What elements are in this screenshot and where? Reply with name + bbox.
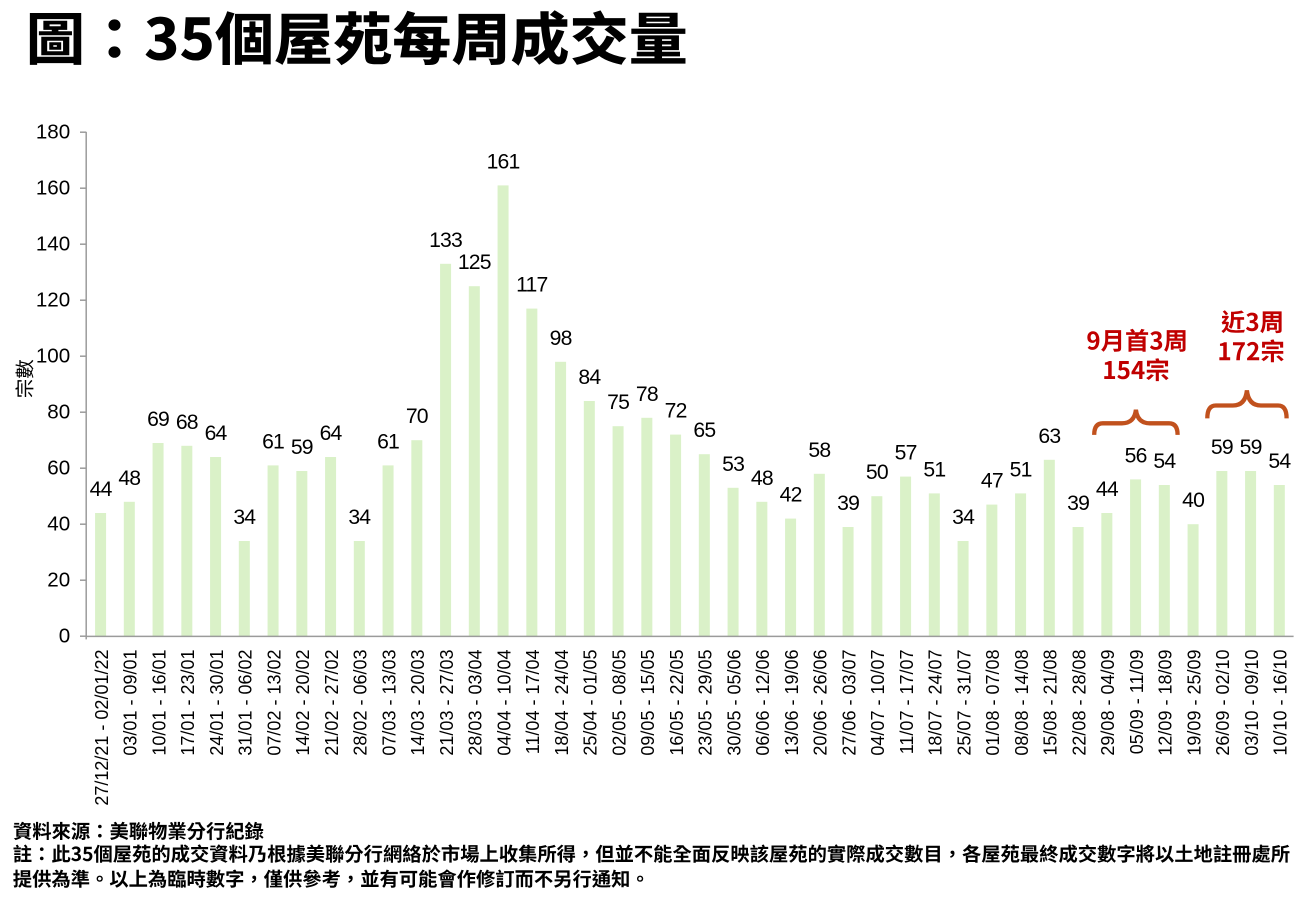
svg-text:44: 44 [90, 478, 113, 501]
svg-text:39: 39 [1067, 492, 1089, 515]
svg-text:44: 44 [1096, 478, 1119, 501]
svg-text:58: 58 [808, 439, 830, 462]
svg-text:51: 51 [1010, 458, 1032, 481]
svg-text:34: 34 [233, 506, 256, 529]
svg-text:61: 61 [377, 430, 399, 453]
svg-text:125: 125 [458, 251, 491, 274]
svg-text:59: 59 [291, 436, 313, 459]
svg-text:26/09 - 02/10: 26/09 - 02/10 [1213, 650, 1233, 756]
svg-text:84: 84 [578, 366, 601, 389]
svg-text:65: 65 [693, 419, 715, 442]
svg-text:54: 54 [1153, 450, 1176, 473]
svg-text:59: 59 [1211, 436, 1233, 459]
svg-text:27/06 - 03/07: 27/06 - 03/07 [839, 650, 859, 756]
svg-text:117: 117 [516, 274, 547, 297]
svg-text:11/04 - 17/04: 11/04 - 17/04 [523, 650, 543, 755]
svg-text:10/01 - 16/01: 10/01 - 16/01 [149, 650, 169, 756]
svg-text:47: 47 [981, 470, 1003, 493]
svg-text:53: 53 [722, 453, 744, 476]
svg-text:40: 40 [1182, 489, 1204, 512]
svg-text:0: 0 [59, 625, 70, 648]
svg-text:27/12/21 - 02/01/22: 27/12/21 - 02/01/22 [92, 650, 112, 806]
svg-text:20/06 - 26/06: 20/06 - 26/06 [811, 650, 831, 756]
svg-text:48: 48 [118, 467, 140, 490]
svg-text:64: 64 [205, 422, 228, 445]
svg-text:23/05 - 29/05: 23/05 - 29/05 [696, 650, 716, 756]
svg-text:54: 54 [1268, 450, 1291, 473]
svg-text:75: 75 [607, 391, 629, 414]
svg-text:133: 133 [429, 229, 462, 252]
svg-text:63: 63 [1038, 425, 1060, 448]
svg-text:120: 120 [36, 289, 70, 312]
svg-text:50: 50 [866, 461, 888, 484]
svg-text:21/02 - 27/02: 21/02 - 27/02 [322, 650, 342, 756]
svg-text:24/01 - 30/01: 24/01 - 30/01 [207, 650, 227, 756]
svg-text:18/07 - 24/07: 18/07 - 24/07 [926, 650, 946, 756]
svg-text:68: 68 [176, 411, 198, 434]
svg-text:19/09 - 25/09: 19/09 - 25/09 [1184, 650, 1204, 756]
svg-text:60: 60 [47, 457, 70, 480]
svg-text:17/01 - 23/01: 17/01 - 23/01 [178, 650, 198, 756]
svg-text:09/05 - 15/05: 09/05 - 15/05 [638, 650, 658, 756]
svg-text:02/05 - 08/05: 02/05 - 08/05 [609, 650, 629, 756]
svg-text:140: 140 [36, 233, 70, 256]
svg-text:72: 72 [665, 400, 687, 423]
svg-text:61: 61 [262, 430, 284, 453]
svg-text:25/07 - 31/07: 25/07 - 31/07 [954, 650, 974, 756]
svg-text:03/10 - 09/10: 03/10 - 09/10 [1242, 650, 1262, 756]
svg-text:16/05 - 22/05: 16/05 - 22/05 [667, 650, 687, 756]
svg-text:180: 180 [36, 121, 70, 144]
svg-text:04/04 - 10/04: 04/04 - 10/04 [494, 650, 514, 756]
svg-text:30/05 - 05/06: 30/05 - 05/06 [724, 650, 744, 756]
svg-text:161: 161 [487, 150, 520, 173]
svg-text:51: 51 [923, 458, 945, 481]
svg-text:28/03 - 03/04: 28/03 - 03/04 [466, 650, 486, 756]
svg-text:34: 34 [952, 506, 975, 529]
svg-text:78: 78 [636, 383, 658, 406]
svg-text:01/08 - 07/08: 01/08 - 07/08 [983, 650, 1003, 756]
svg-text:25/04 - 01/05: 25/04 - 01/05 [581, 650, 601, 756]
svg-text:31/01 - 06/02: 31/01 - 06/02 [236, 650, 256, 756]
svg-text:07/03 - 13/03: 07/03 - 13/03 [379, 650, 399, 756]
svg-text:42: 42 [780, 484, 802, 507]
svg-text:11/07 - 17/07: 11/07 - 17/07 [897, 650, 917, 755]
svg-text:34: 34 [348, 506, 371, 529]
svg-text:56: 56 [1125, 444, 1147, 467]
svg-text:05/09 - 11/09: 05/09 - 11/09 [1127, 650, 1147, 755]
svg-text:48: 48 [751, 467, 773, 490]
svg-text:40: 40 [47, 513, 70, 536]
svg-text:28/02 - 06/03: 28/02 - 06/03 [351, 650, 371, 756]
svg-text:10/10 - 16/10: 10/10 - 16/10 [1271, 650, 1291, 756]
svg-text:04/07 - 10/07: 04/07 - 10/07 [868, 650, 888, 756]
svg-text:70: 70 [406, 405, 428, 428]
svg-text:14/02 - 20/02: 14/02 - 20/02 [293, 650, 313, 756]
svg-text:69: 69 [147, 408, 169, 431]
svg-text:80: 80 [47, 401, 70, 424]
svg-text:29/08 - 04/09: 29/08 - 04/09 [1098, 650, 1118, 756]
svg-text:160: 160 [36, 177, 70, 200]
svg-text:03/01 - 09/01: 03/01 - 09/01 [121, 650, 141, 756]
svg-text:12/09 - 18/09: 12/09 - 18/09 [1156, 650, 1176, 756]
svg-text:08/08 - 14/08: 08/08 - 14/08 [1012, 650, 1032, 756]
svg-text:57: 57 [895, 442, 917, 465]
svg-text:15/08 - 21/08: 15/08 - 21/08 [1041, 650, 1061, 756]
svg-text:21/03 - 27/03: 21/03 - 27/03 [437, 650, 457, 756]
svg-text:13/06 - 19/06: 13/06 - 19/06 [782, 650, 802, 756]
svg-text:98: 98 [550, 327, 572, 350]
svg-text:06/06 - 12/06: 06/06 - 12/06 [753, 650, 773, 756]
svg-text:18/04 - 24/04: 18/04 - 24/04 [552, 650, 572, 756]
svg-text:22/08 - 28/08: 22/08 - 28/08 [1069, 650, 1089, 756]
svg-text:07/02 - 13/02: 07/02 - 13/02 [264, 650, 284, 756]
svg-text:64: 64 [320, 422, 343, 445]
svg-text:20: 20 [47, 569, 70, 592]
svg-text:100: 100 [36, 345, 70, 368]
svg-text:39: 39 [837, 492, 859, 515]
svg-text:14/03 - 20/03: 14/03 - 20/03 [408, 650, 428, 756]
svg-text:59: 59 [1240, 436, 1262, 459]
